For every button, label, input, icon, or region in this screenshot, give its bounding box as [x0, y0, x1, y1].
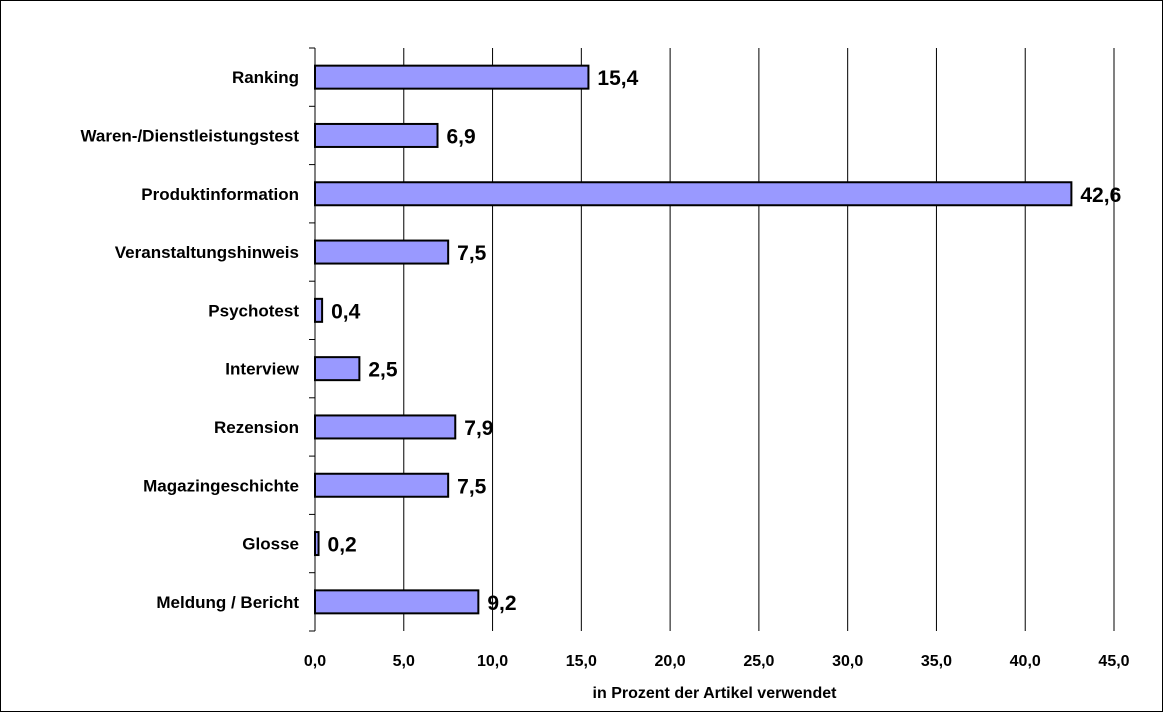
category-label: Glosse	[242, 535, 299, 554]
bar	[314, 181, 1073, 207]
x-tick-label: 20,0	[655, 653, 686, 670]
category-label: Veranstaltungshinweis	[115, 243, 299, 262]
category-label: Magazingeschichte	[143, 476, 299, 495]
x-tick-label: 5,0	[393, 653, 415, 670]
bar	[314, 531, 320, 557]
data-label: 42,6	[1080, 184, 1121, 207]
bar	[314, 122, 439, 148]
category-label: Ranking	[232, 68, 299, 87]
x-tick-label: 30,0	[832, 653, 863, 670]
bars	[314, 64, 1073, 615]
labels: 0,0 5,0 10,0 15,0 20,0 25,0 30,0 35,0 40,0 45,0 Ra…	[80, 67, 1129, 670]
x-tick-label: 25,0	[743, 653, 774, 670]
x-tick-label: 15,0	[566, 653, 597, 670]
category-label: Rezension	[214, 418, 299, 437]
data-label: 0,2	[328, 534, 357, 557]
data-label: 15,4	[597, 67, 638, 90]
data-label: 9,2	[487, 592, 516, 615]
data-label: 6,9	[447, 125, 476, 148]
x-tick-label: 10,0	[477, 653, 508, 670]
data-label: 7,5	[457, 242, 487, 265]
data-label: 7,5	[457, 475, 487, 498]
bar	[314, 589, 480, 615]
bar	[314, 239, 450, 265]
category-label: Psychotest	[208, 301, 299, 320]
data-label: 0,4	[331, 300, 361, 323]
data-label: 2,5	[368, 359, 398, 382]
category-label: Meldung / Bericht	[156, 593, 299, 612]
bar	[314, 297, 324, 323]
category-label: Produktinformation	[141, 185, 299, 204]
bar	[314, 356, 361, 382]
x-tick-label: 0,0	[304, 653, 326, 670]
x-tick-label: 45,0	[1098, 653, 1129, 670]
x-axis-title: in Prozent der Artikel verwendet	[593, 685, 838, 702]
data-label: 7,9	[464, 417, 493, 440]
bar	[314, 64, 590, 90]
category-label: Waren-/Dienstleistungstest	[80, 126, 299, 145]
gridlines	[403, 48, 1115, 631]
x-tick-label: 35,0	[921, 653, 952, 670]
bar	[314, 472, 450, 498]
category-label: Interview	[225, 360, 299, 379]
x-tick-label: 40,0	[1010, 653, 1041, 670]
bar	[314, 414, 457, 440]
